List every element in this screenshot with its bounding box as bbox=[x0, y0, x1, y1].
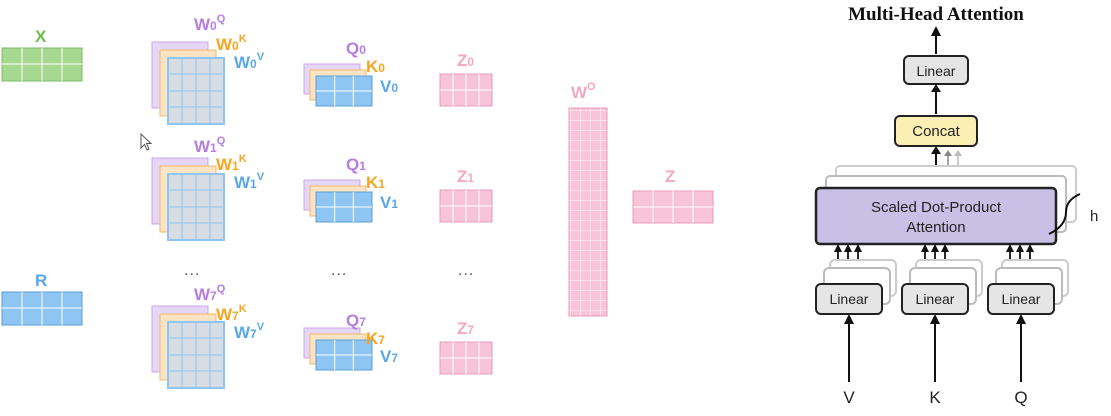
q-label-head-1: Q1 bbox=[346, 155, 366, 174]
k-label-head-7: K7 bbox=[366, 329, 385, 348]
weight-stack-head-1 bbox=[151, 157, 225, 241]
w-k-label-head-1: W1K bbox=[216, 153, 247, 174]
z-output-label: Z bbox=[665, 167, 676, 186]
qkv-stack-head-0 bbox=[303, 63, 373, 107]
ellipsis-z: ... bbox=[458, 262, 475, 279]
input-k-label: K bbox=[929, 388, 941, 407]
q-label-head-0: Q0 bbox=[346, 39, 366, 58]
wo-matrix bbox=[568, 107, 608, 317]
concat-label: Concat bbox=[912, 123, 960, 140]
qkv-stack-head-1 bbox=[303, 179, 373, 223]
weight-stack-head-0 bbox=[151, 41, 225, 125]
input-v-label: V bbox=[843, 388, 855, 407]
diagram-title: Multi-Head Attention bbox=[848, 4, 1024, 25]
w-v-label-head-0: W0V bbox=[234, 51, 265, 72]
input-q-label: Q bbox=[1014, 388, 1028, 407]
r-matrix bbox=[1, 291, 83, 326]
heads-h-label: h bbox=[1090, 208, 1099, 225]
ellipsis-weights: ... bbox=[184, 262, 201, 279]
x-label: X bbox=[35, 27, 47, 46]
w-q-label-head-1: W1Q bbox=[194, 135, 226, 156]
linear-top-label: Linear bbox=[916, 63, 956, 79]
linear-q-label: Linear bbox=[1001, 291, 1041, 307]
w-k-label-head-7: W7K bbox=[216, 303, 247, 324]
z-matrix-head-0 bbox=[439, 73, 493, 107]
sdpa-label: Scaled Dot-Product Attention bbox=[870, 199, 1002, 236]
linear-k-label: Linear bbox=[915, 291, 955, 307]
k-label-head-0: K0 bbox=[366, 57, 385, 76]
linear-stack-v bbox=[815, 259, 897, 315]
z-label-head-1: Z1 bbox=[457, 167, 475, 186]
r-label: R bbox=[35, 271, 48, 290]
v-label-head-0: V0 bbox=[380, 77, 399, 96]
linear-stack-q bbox=[987, 259, 1069, 315]
linear-stack-k bbox=[901, 259, 983, 315]
w-v-label-head-7: W7V bbox=[234, 321, 265, 342]
qkv-stack-head-7 bbox=[303, 327, 373, 371]
q-label-head-7: Q7 bbox=[346, 311, 366, 330]
x-matrix bbox=[1, 47, 83, 82]
k-label-head-1: K1 bbox=[366, 173, 385, 192]
z-matrix-head-1 bbox=[439, 189, 493, 223]
w-k-label-head-0: W0K bbox=[216, 33, 247, 54]
v-label-head-7: V7 bbox=[380, 347, 399, 366]
z-label-head-7: Z7 bbox=[457, 319, 475, 338]
z-matrix-head-7 bbox=[439, 341, 493, 375]
w-v-label-head-1: W1V bbox=[234, 171, 265, 192]
weight-stack-head-7 bbox=[151, 305, 225, 389]
linear-v-label: Linear bbox=[829, 291, 869, 307]
w-q-label-head-7: W7Q bbox=[194, 283, 226, 304]
z-label-head-0: Z0 bbox=[457, 51, 475, 70]
architecture-diagram bbox=[814, 26, 1081, 382]
wo-label: WO bbox=[571, 81, 596, 102]
w-q-label-head-0: W0Q bbox=[194, 13, 226, 34]
v-label-head-1: V1 bbox=[380, 193, 399, 212]
mouse-cursor-icon bbox=[140, 132, 153, 151]
z-output-matrix bbox=[632, 190, 714, 224]
ellipsis-qkv: ... bbox=[331, 262, 348, 279]
